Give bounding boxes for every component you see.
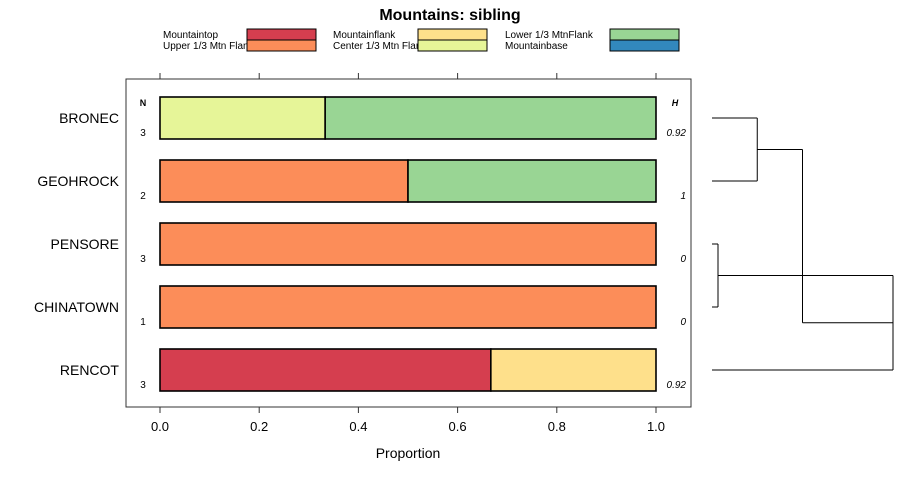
bars-group <box>159 96 657 392</box>
row-label-bronec: BRONEC <box>59 110 119 126</box>
n-value-rencot: 3 <box>140 380 146 391</box>
bar-segment-geohrock-lower-1-3-mtnflank <box>407 159 657 203</box>
n-value-geohrock: 2 <box>140 191 146 202</box>
n-value-bronec: 3 <box>140 128 146 139</box>
h-value-bronec: 0.92 <box>667 128 687 139</box>
x-tick-label: 1.0 <box>647 419 665 434</box>
n-values: 3 2 3 1 3 <box>140 128 146 391</box>
chart-title: Mountains: sibling <box>379 7 520 24</box>
n-header: N <box>140 98 147 108</box>
bar-segment-pensore-upper-1-3-mtn-flank <box>159 222 657 266</box>
legend-swatch-mountainflank <box>417 28 488 41</box>
x-tick-label: 0.8 <box>548 419 566 434</box>
dendrogram <box>712 117 894 371</box>
plot-frame <box>125 78 692 408</box>
row-label-rencot: RENCOT <box>60 362 120 378</box>
legend-label-mountainbase: Mountainbase <box>505 41 568 52</box>
legend-label-lower-1-3-mtnflank: Lower 1/3 MtnFlank <box>505 30 594 41</box>
legend-label-mountaintop: Mountaintop <box>163 30 218 41</box>
bar-segment-rencot-mountaintop <box>159 348 492 392</box>
h-value-rencot: 0.92 <box>667 380 687 391</box>
n-value-chinatown: 1 <box>140 317 146 328</box>
x-tick-label: 0.6 <box>449 419 467 434</box>
legend-swatch-mountaintop <box>246 28 317 41</box>
row-label-chinatown: CHINATOWN <box>34 299 119 315</box>
bar-segment-chinatown-upper-1-3-mtn-flank <box>159 285 657 329</box>
row-labels: BRONEC GEOHROCK PENSORE CHINATOWN RENCOT <box>34 110 120 378</box>
h-value-pensore: 0 <box>680 254 686 265</box>
legend-label-mountainflank: Mountainflank <box>333 30 396 41</box>
x-tick-label: 0.4 <box>349 419 367 434</box>
legend-swatch-center-1-3-mtn-flank <box>417 39 488 52</box>
h-value-chinatown: 0 <box>680 317 686 328</box>
n-value-pensore: 3 <box>140 254 146 265</box>
h-header: H <box>672 98 679 108</box>
legend-label-center-1-3-mtn-flank: Center 1/3 Mtn Flank <box>333 41 427 52</box>
legend-label-upper-1-3-mtn-flank: Upper 1/3 Mtn Flank <box>163 41 255 52</box>
h-value-geohrock: 1 <box>680 191 686 202</box>
bar-segment-geohrock-upper-1-3-mtn-flank <box>159 159 409 203</box>
legend-swatch-mountainbase <box>609 39 680 52</box>
legend-swatch-upper-1-3-mtn-flank <box>246 39 317 52</box>
legend-swatch-lower-1-3-mtnflank <box>609 28 680 41</box>
x-tick-label: 0.0 <box>151 419 169 434</box>
row-label-pensore: PENSORE <box>51 236 119 252</box>
row-label-geohrock: GEOHROCK <box>37 173 119 189</box>
x-tick-label: 0.2 <box>250 419 268 434</box>
h-values: 0.92 1 0 0 0.92 <box>667 128 687 391</box>
x-axis: 0.0 0.2 0.4 0.6 0.8 1.0 <box>151 73 665 434</box>
bar-segment-bronec-lower-1-3-mtnflank <box>324 96 657 140</box>
x-axis-label: Proportion <box>376 445 441 461</box>
bar-segment-bronec-center-1-3-mtn-flank <box>159 96 326 140</box>
bar-segment-rencot-mountainflank <box>490 348 657 392</box>
